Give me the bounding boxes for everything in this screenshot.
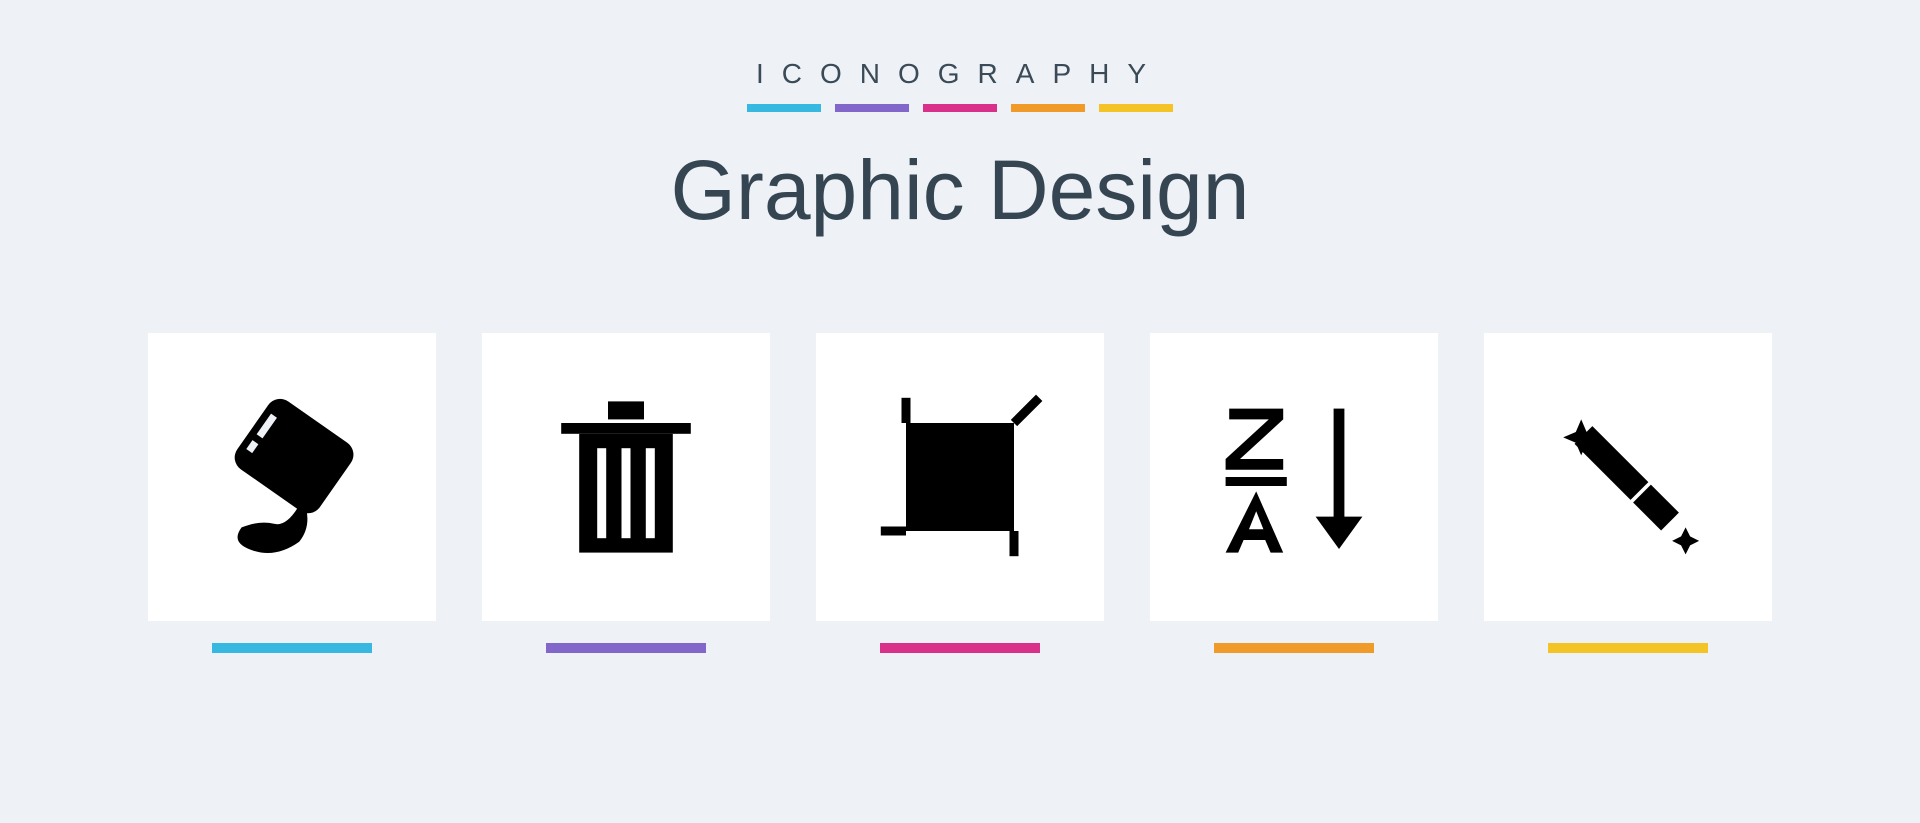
icon-tile [482,333,770,621]
card-underline [212,643,372,653]
underline-seg [1011,104,1085,112]
icon-card [816,333,1104,653]
icon-card [482,333,770,653]
card-underline [1548,643,1708,653]
icon-tile [1150,333,1438,621]
subheading: ICONOGRAPHY [756,58,1164,90]
icon-tile [148,333,436,621]
icon-grid [148,333,1772,653]
paint-bucket-icon [202,387,382,567]
icon-card [1150,333,1438,653]
icon-tile [1484,333,1772,621]
underline-seg [1099,104,1173,112]
icon-card [1484,333,1772,653]
underline-seg [923,104,997,112]
underline-seg [747,104,821,112]
sort-za-icon [1204,387,1384,567]
magic-wand-icon [1538,387,1718,567]
card-underline [880,643,1040,653]
header: ICONOGRAPHY Graphic Design [671,58,1250,239]
icon-tile [816,333,1104,621]
crop-icon [870,387,1050,567]
icon-card [148,333,436,653]
page-title: Graphic Design [671,142,1250,239]
subheading-underline [747,104,1173,112]
card-underline [1214,643,1374,653]
underline-seg [835,104,909,112]
card-underline [546,643,706,653]
trash-icon [536,387,716,567]
